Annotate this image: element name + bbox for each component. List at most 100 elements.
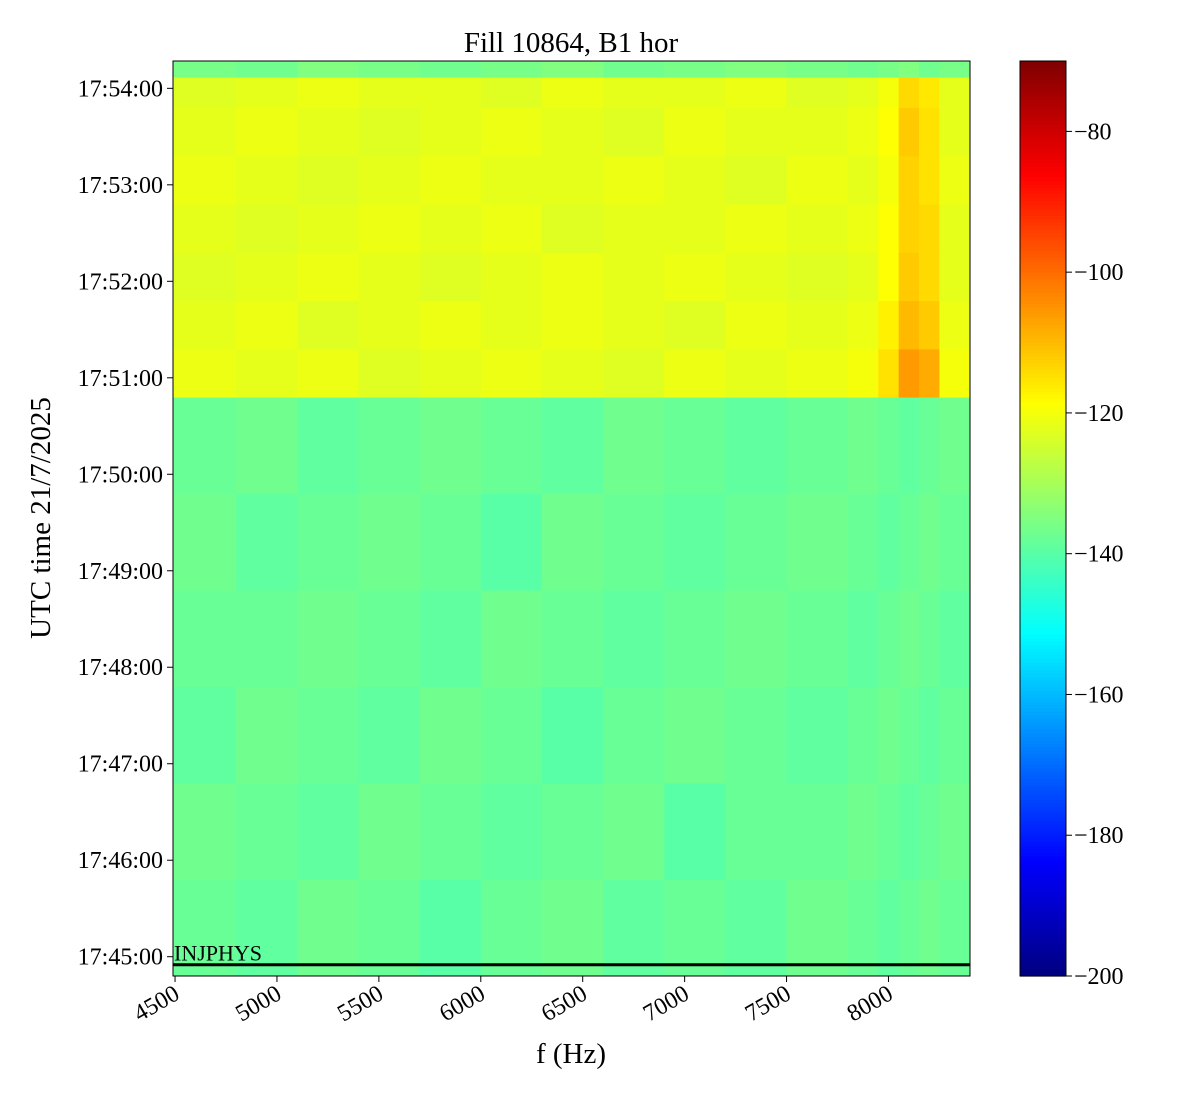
- colorbar-segment: [1020, 961, 1066, 967]
- colorbar-segment: [1020, 289, 1066, 294]
- colorbar-segment: [1020, 972, 1066, 977]
- colorbar-segment: [1020, 884, 1066, 889]
- colorbar-segment: [1020, 595, 1066, 601]
- heatmap-cell: [939, 686, 971, 784]
- colorbar-segment: [1020, 124, 1066, 129]
- colorbar-segment: [1020, 170, 1066, 175]
- heatmap-cell: [725, 300, 788, 350]
- heatmap-cell: [725, 107, 788, 157]
- heatmap-cell: [358, 107, 421, 157]
- heatmap-cell: [236, 204, 298, 253]
- colorbar-segment: [1020, 286, 1066, 291]
- colorbar-segment: [1020, 96, 1066, 101]
- heatmap-cell: [358, 783, 421, 881]
- colorbar-segment: [1020, 690, 1066, 696]
- colorbar-segment: [1020, 817, 1066, 822]
- colorbar-segment: [1020, 923, 1066, 928]
- heatmap-cell: [898, 397, 920, 495]
- heatmap-cell: [297, 300, 359, 350]
- heatmap-cell: [847, 397, 879, 495]
- heatmap-cell: [898, 590, 920, 688]
- colorbar-segment: [1020, 652, 1066, 657]
- heatmap-cell: [847, 204, 879, 253]
- heatmap-cell: [173, 61, 237, 78]
- colorbar-segment: [1020, 617, 1066, 622]
- colorbar-segment: [1020, 666, 1066, 671]
- heatmap-cell: [603, 686, 665, 784]
- colorbar-segment: [1020, 669, 1066, 674]
- heatmap-cell: [898, 348, 920, 398]
- colorbar-segment: [1020, 842, 1066, 847]
- colorbar-segment: [1020, 152, 1066, 157]
- colorbar-segment: [1020, 275, 1066, 280]
- heatmap-cell: [236, 879, 298, 977]
- heatmap-cell: [236, 155, 298, 205]
- colorbar-segment: [1020, 831, 1066, 836]
- colorbar-segment: [1020, 602, 1066, 608]
- colorbar-segment: [1020, 339, 1066, 344]
- colorbar-segment: [1020, 592, 1066, 597]
- colorbar-segment: [1020, 64, 1066, 69]
- heatmap-cell: [664, 590, 726, 688]
- colorbar-segment: [1020, 163, 1066, 168]
- heatmap-cell: [725, 397, 788, 495]
- colorbar-segment: [1020, 437, 1066, 442]
- heatmap-cell: [297, 204, 359, 253]
- x-tick-label: 4500: [129, 981, 184, 1028]
- colorbar-segment: [1020, 902, 1066, 907]
- colorbar-segment: [1020, 113, 1066, 118]
- colorbar-segment: [1020, 78, 1066, 83]
- heatmap-cell: [297, 61, 359, 78]
- heatmap-cell: [878, 61, 900, 78]
- heatmap-cell: [878, 590, 900, 688]
- heatmap-cell: [419, 686, 482, 784]
- heatmap-cell: [786, 397, 849, 495]
- colorbar-segment: [1020, 370, 1066, 375]
- plot-frame: [172, 60, 971, 977]
- colorbar-segment: [1020, 103, 1066, 108]
- heatmap-cell: [173, 686, 237, 784]
- colorbar-segment: [1020, 222, 1066, 228]
- colorbar-segment: [1020, 215, 1066, 220]
- x-tick-label: 6000: [435, 981, 490, 1028]
- colorbar-segment: [1020, 747, 1066, 752]
- heatmap-cell: [480, 61, 543, 78]
- heatmap-cell: [939, 61, 971, 78]
- heatmap-cell: [173, 879, 237, 977]
- heatmap-cell: [419, 61, 482, 78]
- heatmap-cell: [847, 77, 879, 109]
- heatmap-cell: [919, 155, 940, 205]
- colorbar-segment: [1020, 522, 1066, 527]
- heatmap-cell: [603, 107, 665, 157]
- colorbar-segment: [1020, 307, 1066, 312]
- heatmap-cell: [603, 61, 665, 78]
- colorbar-segment: [1020, 194, 1066, 199]
- colorbar-segment: [1020, 571, 1066, 576]
- colorbar-segment: [1020, 212, 1066, 217]
- heatmap-cell: [725, 348, 788, 398]
- heatmap-cell: [664, 77, 726, 109]
- heatmap-cell: [786, 61, 849, 78]
- heatmap-cell: [939, 77, 971, 109]
- heatmap-cell: [173, 493, 237, 591]
- heatmap-cell: [847, 348, 879, 398]
- heatmap-cell: [919, 348, 940, 398]
- colorbar-segment: [1020, 219, 1066, 224]
- colorbar-tick-label: −140: [1074, 542, 1124, 568]
- colorbar-segment: [1020, 465, 1066, 470]
- colorbar-segment: [1020, 697, 1066, 703]
- colorbar-segment: [1020, 532, 1066, 537]
- colorbar-segment: [1020, 634, 1066, 639]
- colorbar-segment: [1020, 412, 1066, 418]
- x-tick-label: 5000: [231, 981, 286, 1028]
- colorbar-segment: [1020, 539, 1066, 544]
- heatmap-cell: [919, 204, 940, 253]
- colorbar-segment: [1020, 529, 1066, 534]
- heatmap-cell: [664, 397, 726, 495]
- colorbar-segment: [1020, 244, 1066, 249]
- colorbar-segment: [1020, 954, 1066, 960]
- heatmap-cell: [358, 77, 421, 109]
- heatmap-cell: [847, 61, 879, 78]
- heatmap-cell: [480, 348, 543, 398]
- heatmap-cell: [664, 61, 726, 78]
